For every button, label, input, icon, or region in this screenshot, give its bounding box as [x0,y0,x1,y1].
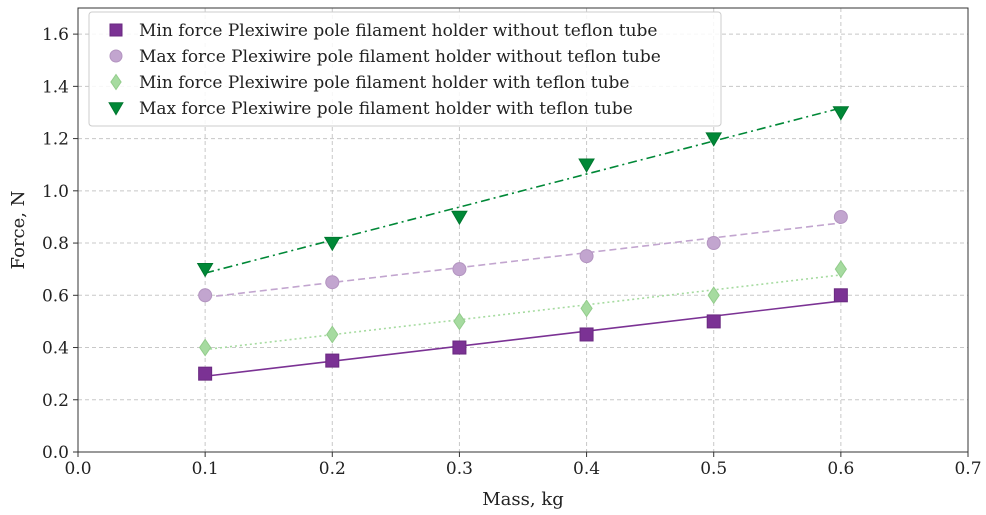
x-tick-label: 0.6 [827,459,854,479]
legend-label-1: Min force Plexiwire pole filament holder… [139,21,658,41]
x-tick-label: 0.4 [573,459,600,479]
y-tick-label: 0.6 [42,286,69,306]
plot-frame [77,7,969,453]
data-point-series-4 [323,236,341,252]
data-point-series-2 [325,275,340,290]
fit-line-series-1 [205,300,841,378]
fit-lines [204,107,842,378]
data-point-series-3 [326,325,339,344]
data-point-series-1 [579,327,594,342]
legend-item-1: Min force Plexiwire pole filament holder… [109,21,658,41]
legend-item-3: Min force Plexiwire pole filament holder… [110,73,629,93]
x-axis-label: Mass, kg [482,489,564,510]
y-tick-label: 0.0 [42,443,69,463]
data-point-series-4 [196,262,214,278]
legend-marker-4 [108,102,124,116]
y-tick-label: 1.4 [42,77,69,97]
data-point-series-3 [834,260,847,279]
data-point-series-1 [198,366,213,381]
data-point-series-2 [706,236,721,251]
legend-marker-1 [109,23,123,37]
y-tick-label: 0.2 [42,391,69,411]
data-point-series-2 [833,209,848,224]
legend-label-2: Max force Plexiwire pole filament holder… [139,47,661,67]
data-point-series-4 [832,106,850,121]
legend-marker-symbol [110,73,122,91]
y-tick-label: 0.8 [42,234,69,254]
data-point-series-3 [453,312,466,331]
x-tick-label: 0.3 [446,459,473,479]
y-tick-label: 1.2 [42,130,69,150]
legend: Min force Plexiwire pole filament holder… [88,11,722,127]
axis-ticks: 0.0 0.1 0.2 0.3 0.4 0.5 0.6 0.7 0.0 0.2 0.4 0.6 0.8 1… [42,25,982,479]
legend-label-3: Min force Plexiwire pole filament holder… [139,73,629,93]
legend-item-2: Max force Plexiwire pole filament holder… [109,47,661,67]
data-point-series-4 [578,158,595,173]
legend-marker-symbol [109,23,123,37]
legend-marker-symbol [108,102,124,116]
x-tick-label: 0.2 [319,459,346,479]
legend-marker-symbol [109,49,123,63]
legend-label-4: Max force Plexiwire pole filament holder… [139,99,633,119]
data-point-series-2 [579,249,594,264]
fit-line-series-4 [204,107,842,274]
data-point-series-1 [833,288,848,303]
y-tick-label: 1.6 [42,25,69,45]
y-axis-label: Force, N [8,191,29,270]
y-tick-label: 0.4 [42,339,69,359]
fit-line-series-2 [205,222,841,299]
data-point-series-3 [580,299,593,318]
data-point-series-1 [452,340,467,355]
legend-item-4: Max force Plexiwire pole filament holder… [108,99,633,119]
legend-marker-3 [110,73,122,91]
legend-box [88,11,722,127]
fit-line-series-3 [205,274,841,351]
data-point-series-1 [706,314,721,329]
data-point-series-3 [199,338,212,357]
data-point-series-3 [707,286,720,305]
x-tick-label: 0.0 [64,459,91,479]
x-tick-label: 0.5 [700,459,727,479]
x-tick-label: 0.7 [954,459,981,479]
y-tick-label: 1.0 [42,182,69,202]
data-point-series-1 [325,353,340,368]
data-markers [196,106,850,381]
data-point-series-4 [705,132,723,147]
data-point-series-2 [452,262,467,277]
data-point-series-2 [198,288,213,303]
x-tick-label: 0.1 [192,459,219,479]
data-point-series-4 [451,210,468,226]
legend-marker-2 [109,49,123,63]
